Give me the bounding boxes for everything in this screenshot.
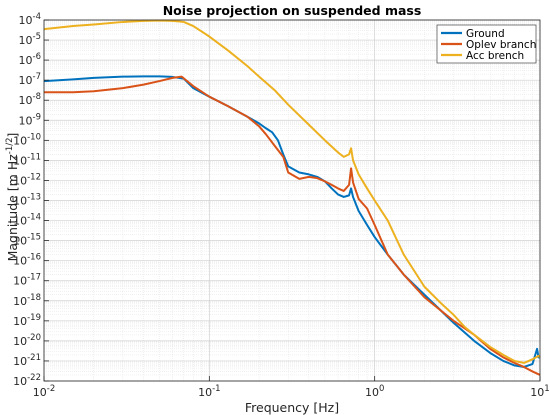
x-tick-label: 10-2	[33, 384, 55, 399]
y-tick-label: 10-6	[19, 52, 41, 67]
x-tick-exp: 1	[544, 384, 549, 394]
y-axis-label: Magnitude [m Hz-1/2]	[5, 133, 20, 262]
y-tick-label: 10-20	[13, 333, 41, 348]
y-tick-base: 10	[13, 375, 27, 388]
y-tick-label: 10-16	[13, 253, 41, 268]
x-tick-exp: -1	[212, 384, 220, 394]
series-line-2	[43, 19, 541, 364]
y-tick-label: 10-18	[13, 293, 41, 308]
x-tick-label: 101	[530, 384, 549, 399]
y-tick-base: 10	[19, 74, 33, 87]
x-tick-base: 10	[33, 386, 47, 399]
legend-label-0: Ground	[466, 28, 505, 40]
y-tick-exp: -15	[27, 233, 41, 243]
legend-label-2: Acc brench	[466, 50, 524, 62]
y-tick-exp: -19	[27, 313, 41, 323]
x-tick-exp: -2	[47, 384, 55, 394]
y-tick-base: 10	[13, 215, 27, 228]
y-axis-label-close: ]	[5, 133, 20, 138]
x-tick-base: 10	[530, 386, 544, 399]
y-tick-base: 10	[13, 174, 27, 187]
legend-box	[436, 24, 537, 64]
y-tick-base: 10	[19, 114, 33, 127]
y-tick-exp: -10	[27, 132, 41, 142]
y-tick-label: 10-12	[13, 172, 41, 187]
y-axis-label-main: Magnitude [m Hz	[5, 154, 20, 262]
legend-label-1: Oplev branch	[466, 39, 536, 51]
y-tick-label: 10-21	[13, 353, 41, 368]
y-tick-label: 10-7	[19, 72, 41, 87]
y-tick-label: 10-22	[13, 373, 41, 388]
x-tick-base: 10	[198, 386, 212, 399]
x-tick-exp: 0	[379, 384, 384, 394]
y-tick-label: 10-10	[13, 132, 41, 147]
y-tick-base: 10	[19, 54, 33, 67]
y-tick-base: 10	[13, 315, 27, 328]
y-tick-exp: -20	[27, 333, 41, 343]
y-tick-label: 10-9	[19, 112, 41, 127]
y-tick-exp: -8	[33, 92, 41, 102]
y-tick-base: 10	[19, 14, 33, 27]
y-tick-base: 10	[19, 94, 33, 107]
series-lines	[43, 19, 541, 376]
y-tick-label: 10-11	[13, 152, 41, 167]
y-tick-base: 10	[13, 295, 27, 308]
y-tick-exp: -12	[27, 172, 41, 182]
y-tick-base: 10	[13, 255, 27, 268]
y-tick-label: 10-14	[13, 213, 41, 228]
y-tick-label: 10-15	[13, 233, 41, 248]
x-axis-label: Frequency [Hz]	[245, 400, 339, 415]
y-tick-exp: -13	[27, 193, 41, 203]
y-tick-base: 10	[13, 235, 27, 248]
y-tick-label: 10-19	[13, 313, 41, 328]
y-tick-exp: -18	[27, 293, 41, 303]
series-line-1	[44, 75, 541, 376]
y-tick-exp: -6	[33, 52, 41, 62]
y-tick-exp: -22	[27, 373, 41, 383]
y-tick-base: 10	[13, 275, 27, 288]
x-tick-label: 10-1	[198, 384, 220, 399]
chart-title: Noise projection on suspended mass	[163, 3, 422, 18]
y-tick-label: 10-5	[19, 32, 41, 47]
y-tick-exp: -21	[27, 353, 41, 363]
y-tick-label: 10-13	[13, 193, 41, 208]
x-tick-label: 100	[365, 384, 384, 399]
y-tick-label: 10-4	[19, 12, 41, 27]
y-tick-exp: -9	[33, 112, 41, 122]
y-tick-base: 10	[13, 195, 27, 208]
y-tick-exp: -16	[27, 253, 41, 263]
y-tick-exp: -17	[27, 273, 41, 283]
y-tick-label: 10-17	[13, 273, 41, 288]
y-tick-exp: -11	[27, 152, 41, 162]
y-tick-base: 10	[13, 134, 27, 147]
x-tick-base: 10	[365, 386, 379, 399]
plot-area: 10-2 10-1 100 10110-2210-2110-2010-1910-181…	[13, 12, 550, 399]
y-tick-label: 10-8	[19, 92, 41, 107]
y-tick-base: 10	[13, 154, 27, 167]
y-tick-exp: -7	[33, 72, 41, 82]
axis-ticks: 10-2 10-1 100 10110-2210-2110-2010-1910-181…	[13, 12, 550, 399]
y-tick-exp: -4	[33, 12, 41, 22]
y-tick-base: 10	[13, 355, 27, 368]
y-tick-base: 10	[19, 34, 33, 47]
y-axis-label-exp: -1/2	[5, 137, 15, 154]
y-tick-exp: -5	[33, 32, 41, 42]
y-tick-exp: -14	[27, 213, 41, 223]
y-tick-base: 10	[13, 335, 27, 348]
